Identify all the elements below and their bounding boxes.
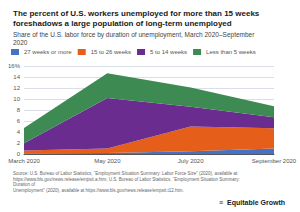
svg-text:July 2020: July 2020 <box>178 158 204 164</box>
svg-text:6: 6 <box>17 118 21 124</box>
svg-text:14: 14 <box>13 74 20 80</box>
svg-text:15 to 26 weeks: 15 to 26 weeks <box>91 49 131 55</box>
svg-text:0: 0 <box>17 151 21 157</box>
svg-text:≡ Equitable Growth: ≡ Equitable Growth <box>219 199 285 207</box>
svg-text:Unemployment” (2020), availabl: Unemployment” (2020), available at https… <box>13 188 184 193</box>
svg-text:8: 8 <box>17 107 21 113</box>
svg-text:4: 4 <box>17 129 21 135</box>
svg-text:16%: 16% <box>8 63 21 69</box>
svg-text:Less than 5 weeks: Less than 5 weeks <box>206 49 256 55</box>
svg-text:The percent of U.S. workers un: The percent of U.S. workers unemployed f… <box>13 9 260 18</box>
svg-text:foreshadows a large population: foreshadows a large population of long-t… <box>13 19 232 28</box>
svg-text:12: 12 <box>13 85 20 91</box>
svg-text:Source: U.S. Bureau of Labor S: Source: U.S. Bureau of Labor Statistics,… <box>13 171 239 176</box>
svg-text:5 to 14 weeks: 5 to 14 weeks <box>150 49 187 55</box>
svg-text:March 2020: March 2020 <box>8 158 40 164</box>
svg-text:27 weeks or more: 27 weeks or more <box>24 49 72 55</box>
svg-text:10: 10 <box>13 96 20 102</box>
svg-text:2: 2 <box>17 140 21 146</box>
svg-text:May 2020: May 2020 <box>94 158 121 164</box>
svg-text:Duration of: Duration of <box>13 182 36 187</box>
svg-text:September 2020: September 2020 <box>252 158 297 164</box>
svg-text:2020: 2020 <box>13 39 28 46</box>
svg-text:https://www.bls.gov/news.relea: https://www.bls.gov/news.release/empsit.… <box>13 177 241 182</box>
svg-text:Share of the U.S. labor force: Share of the U.S. labor force by duratio… <box>13 31 255 39</box>
